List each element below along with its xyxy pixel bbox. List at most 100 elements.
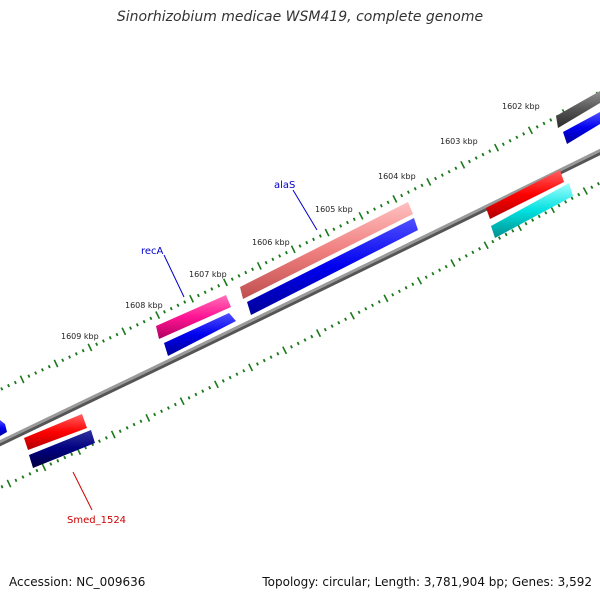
tick-minor (28, 472, 32, 476)
tick-minor (242, 369, 246, 373)
tick-minor (176, 303, 180, 308)
tick-minor (488, 149, 492, 153)
tick-minor (74, 352, 78, 356)
tick-label: 1603 kbp (440, 137, 478, 146)
tick-minor (504, 232, 508, 237)
gene-Smed_1524[interactable] (29, 430, 95, 468)
tick-minor (108, 336, 112, 340)
tick-minor (40, 368, 44, 372)
gene-cyan[interactable] (491, 183, 573, 238)
label-line-Smed_1524 (72, 471, 93, 511)
tick-minor (549, 118, 553, 122)
tick-minor (101, 339, 105, 343)
gene-blue[interactable] (164, 313, 236, 356)
tick-major (155, 311, 161, 320)
tick-minor (183, 300, 187, 304)
tick-minor (440, 173, 444, 177)
tick-minor (129, 326, 133, 330)
genome-summary-text: Topology: circular; Length: 3,781,904 bp… (262, 575, 592, 589)
gene-blue[interactable] (0, 420, 7, 436)
label-line-recA (163, 254, 185, 298)
tick-major (349, 311, 355, 320)
tick-major (582, 187, 588, 195)
tick-minor (332, 227, 336, 232)
tick-minor (564, 200, 568, 204)
tick-minor (366, 210, 370, 215)
tick-minor (139, 419, 143, 423)
tick-major (460, 160, 466, 169)
tick-minor (447, 169, 451, 174)
gene-alaS[interactable] (240, 202, 413, 299)
tick-minor (318, 234, 322, 238)
tick-label: 1606 kbp (252, 238, 290, 247)
gene-red[interactable] (24, 414, 87, 450)
tick-minor (298, 244, 302, 248)
tick-row-outer (0, 91, 600, 391)
tick-minor (508, 138, 512, 143)
tick-major (383, 294, 389, 303)
tick-minor (344, 317, 348, 322)
tick-major (213, 380, 219, 389)
gene-red[interactable] (486, 170, 564, 219)
tick-minor (104, 436, 108, 440)
tick-minor (95, 342, 99, 346)
tick-minor (330, 324, 334, 328)
tick-major (53, 359, 59, 368)
tick-minor (7, 383, 11, 388)
tick-minor (228, 375, 232, 380)
tick-minor (115, 332, 119, 337)
tick-minor (271, 257, 275, 262)
tick-minor (357, 310, 361, 315)
tick-major (6, 479, 12, 488)
gene-blue[interactable] (563, 112, 600, 144)
gene-label-recA[interactable]: recA (141, 246, 164, 257)
tick-minor (397, 289, 401, 294)
gene-blue[interactable] (247, 218, 418, 315)
tick-minor (424, 275, 428, 279)
tick-minor (515, 135, 519, 140)
tick-minor (305, 240, 309, 245)
tick-minor (438, 268, 442, 272)
tick-minor (0, 387, 4, 391)
tick-major (121, 327, 127, 336)
tick-minor (406, 190, 410, 194)
tick-minor (221, 379, 225, 383)
tick-minor (373, 207, 377, 211)
tick-minor (217, 284, 221, 288)
tick-minor (125, 426, 129, 430)
tick-minor (34, 371, 38, 375)
gene-recA[interactable] (156, 295, 231, 339)
tick-minor (524, 221, 528, 226)
tick-minor (498, 236, 501, 240)
tick-minor (160, 409, 164, 413)
tick-minor (68, 355, 72, 359)
tick-minor (481, 152, 485, 157)
tick-minor (142, 319, 146, 324)
tick-minor (81, 348, 85, 353)
tick-minor (173, 402, 177, 407)
tick-minor (454, 166, 458, 171)
gene-label-alaS[interactable]: alaS (274, 180, 295, 191)
tick-major (392, 195, 398, 203)
tick-minor (14, 478, 18, 483)
tick-major (222, 278, 228, 287)
tick-minor (404, 285, 408, 290)
tick-minor (56, 459, 60, 463)
tick-minor (522, 132, 526, 136)
tick-minor (339, 224, 343, 228)
tick-minor (210, 287, 214, 291)
tick-minor (208, 386, 212, 390)
tick-minor (323, 327, 327, 332)
tick-minor (557, 203, 561, 208)
tick-minor (187, 396, 191, 400)
tick-minor (511, 229, 515, 233)
tick-minor (63, 455, 67, 460)
gene-label-Smed_1524[interactable]: Smed_1524 (67, 515, 126, 526)
tick-minor (237, 274, 241, 278)
gene-gray[interactable] (556, 91, 600, 128)
tick-minor (13, 380, 17, 385)
tick-minor (35, 468, 39, 473)
tick-minor (235, 372, 239, 376)
tick-major (145, 413, 151, 422)
tick-major (450, 259, 456, 267)
